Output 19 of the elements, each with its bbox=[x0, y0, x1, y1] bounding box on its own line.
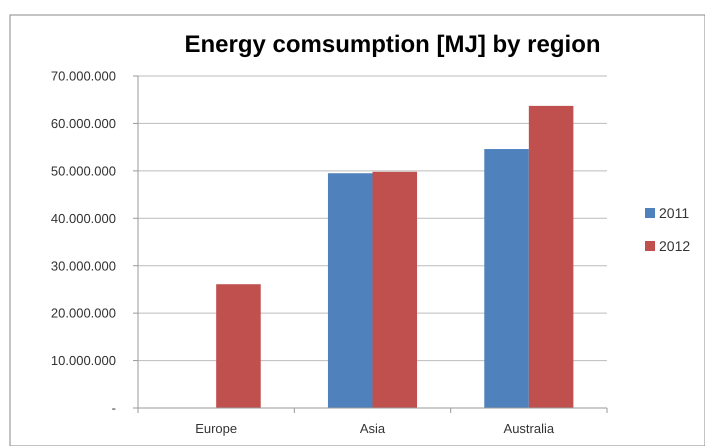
y-tick-label: 50.000.000 bbox=[50, 163, 116, 178]
bar bbox=[328, 173, 372, 408]
x-tick-label: Europe bbox=[195, 421, 238, 436]
x-tick-label: Asia bbox=[360, 421, 386, 436]
bar bbox=[216, 284, 261, 408]
bar bbox=[484, 149, 529, 408]
x-tick-label: Australia bbox=[504, 421, 555, 436]
y-tick-label: 20.000.000 bbox=[50, 306, 116, 321]
legend-label: 2011 bbox=[659, 204, 690, 221]
bar bbox=[372, 172, 418, 408]
y-tick-label: 70.000.000 bbox=[50, 68, 116, 84]
y-tick-label: 60.000.000 bbox=[50, 116, 116, 131]
y-tick-label: 10.000.000 bbox=[50, 353, 116, 368]
y-tick-label: 30.000.000 bbox=[50, 258, 116, 274]
bar bbox=[528, 106, 574, 408]
y-tick-label: - bbox=[112, 400, 116, 416]
chart-title: Energy comsumption [MJ] by region bbox=[184, 31, 601, 58]
legend-label: 2012 bbox=[659, 238, 690, 254]
y-tick-label: 40.000.000 bbox=[50, 210, 116, 226]
